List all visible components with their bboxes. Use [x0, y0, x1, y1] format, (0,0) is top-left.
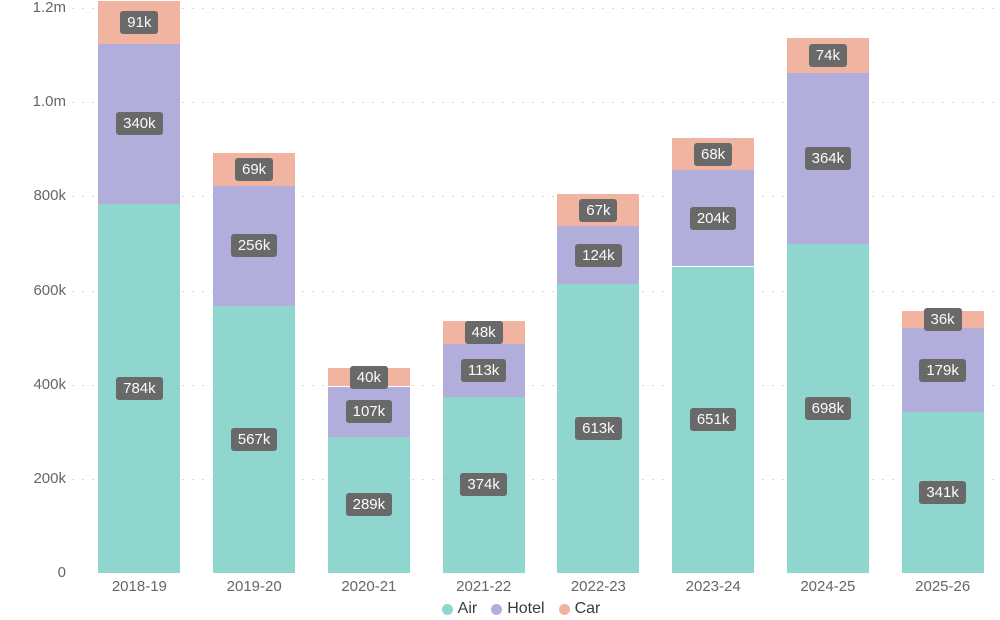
- chart-legend: Air Hotel Car: [0, 600, 1000, 618]
- x-axis-label-2022-23: 2022-23: [570, 578, 626, 595]
- x-axis-label-2018-19: 2018-19: [111, 578, 167, 595]
- legend-label: Hotel: [507, 600, 545, 617]
- bar-value-label: 340k: [116, 112, 163, 136]
- bar-value-label: 107k: [345, 400, 393, 424]
- bar-value-label: 256k: [230, 234, 278, 258]
- bar-segment-car-2019-20[interactable]: 69k: [213, 153, 296, 186]
- x-axis-label-2019-20: 2019-20: [226, 578, 282, 595]
- bar-segment-car-2025-26[interactable]: 36k: [901, 308, 984, 332]
- bar-segment-air-2023-24[interactable]: 651k: [672, 266, 755, 573]
- bar-segment-hotel-2023-24[interactable]: 204k: [672, 170, 755, 267]
- bar-value-label: 179k: [919, 358, 966, 382]
- bar-segment-hotel-2025-26[interactable]: 179k: [901, 328, 984, 413]
- bar-segment-air-2025-26[interactable]: 341k: [901, 412, 984, 573]
- bar-value-label: 289k: [345, 493, 393, 517]
- legend-label: Car: [574, 600, 601, 617]
- gridline: [72, 384, 1000, 386]
- bar-segment-hotel-2024-25[interactable]: 364k: [786, 73, 869, 245]
- bar-segment-air-2018-19[interactable]: 784k: [98, 203, 181, 573]
- y-axis-tick-label: 1.0m: [32, 93, 66, 111]
- bar-value-label: 36k: [923, 308, 962, 332]
- bar-segment-hotel-2018-19[interactable]: 340k: [98, 43, 181, 204]
- gridline: [72, 196, 1000, 198]
- y-axis-tick-label: 800k: [33, 187, 66, 205]
- gridline: [72, 478, 1000, 480]
- bar-value-label: 69k: [235, 157, 274, 181]
- bar-value-label: 67k: [579, 198, 618, 222]
- bar-value-label: 784k: [116, 376, 163, 400]
- gridline: [72, 8, 1000, 9]
- bar-value-label: 124k: [575, 243, 622, 267]
- bar-segment-air-2022-23[interactable]: 613k: [557, 284, 640, 573]
- bar-value-label: 40k: [349, 365, 388, 389]
- bar-value-label: 113k: [460, 358, 507, 382]
- y-axis-tick-label: 400k: [33, 375, 66, 393]
- bar-segment-hotel-2021-22[interactable]: 113k: [442, 343, 525, 397]
- bar-value-label: 567k: [230, 428, 278, 451]
- bar-value-label: 374k: [460, 473, 507, 497]
- y-axis-tick-label: 200k: [33, 469, 66, 487]
- bar-segment-air-2019-20[interactable]: 567k: [213, 306, 296, 573]
- x-axis-label-2023-24: 2023-24: [685, 578, 741, 595]
- bar-segment-car-2022-23[interactable]: 67k: [557, 194, 640, 226]
- x-axis-label-2025-26: 2025-26: [915, 578, 971, 595]
- bar-segment-hotel-2019-20[interactable]: 256k: [213, 185, 296, 306]
- legend-item-hotel[interactable]: Hotel: [491, 600, 545, 618]
- bar-segment-hotel-2022-23[interactable]: 124k: [557, 226, 640, 285]
- gridline: [72, 102, 1000, 104]
- bar-segment-air-2021-22[interactable]: 374k: [442, 396, 525, 573]
- y-axis-tick-label: 0: [57, 564, 66, 581]
- bar-value-label: 698k: [804, 397, 852, 421]
- y-axis-tick-label: 600k: [33, 281, 66, 299]
- bar-value-label: 204k: [689, 206, 737, 230]
- bar-value-label: 341k: [919, 481, 966, 505]
- bar-segment-air-2024-25[interactable]: 698k: [786, 244, 869, 573]
- x-axis-label-2020-21: 2020-21: [341, 578, 397, 595]
- legend-item-car[interactable]: Car: [558, 600, 601, 618]
- legend-dot-icon: [491, 603, 503, 615]
- bar-segment-car-2023-24[interactable]: 68k: [672, 138, 755, 171]
- legend-item-air[interactable]: Air: [441, 600, 478, 618]
- y-axis-tick-label: 1.2m: [32, 0, 66, 16]
- bar-segment-air-2020-21[interactable]: 289k: [327, 436, 410, 573]
- bar-value-label: 613k: [575, 417, 622, 441]
- bar-segment-car-2024-25[interactable]: 74k: [786, 38, 869, 73]
- bar-value-label: 74k: [808, 43, 847, 67]
- bar-segment-car-2020-21[interactable]: 40k: [327, 365, 410, 389]
- bar-value-label: 651k: [689, 408, 737, 432]
- bar-value-label: 91k: [120, 10, 159, 34]
- bar-value-label: 48k: [464, 320, 503, 344]
- bar-segment-car-2018-19[interactable]: 91k: [98, 0, 181, 44]
- legend-dot-icon: [441, 603, 453, 615]
- bar-segment-car-2021-22[interactable]: 48k: [442, 320, 525, 344]
- x-axis-label-2021-22: 2021-22: [456, 578, 512, 595]
- legend-dot-icon: [558, 603, 570, 615]
- gridline: [72, 290, 1000, 292]
- legend-label: Air: [457, 600, 478, 617]
- bar-value-label: 68k: [694, 142, 733, 166]
- x-axis-label-2024-25: 2024-25: [800, 578, 856, 595]
- bar-value-label: 364k: [804, 147, 852, 171]
- bar-segment-hotel-2020-21[interactable]: 107k: [327, 386, 410, 437]
